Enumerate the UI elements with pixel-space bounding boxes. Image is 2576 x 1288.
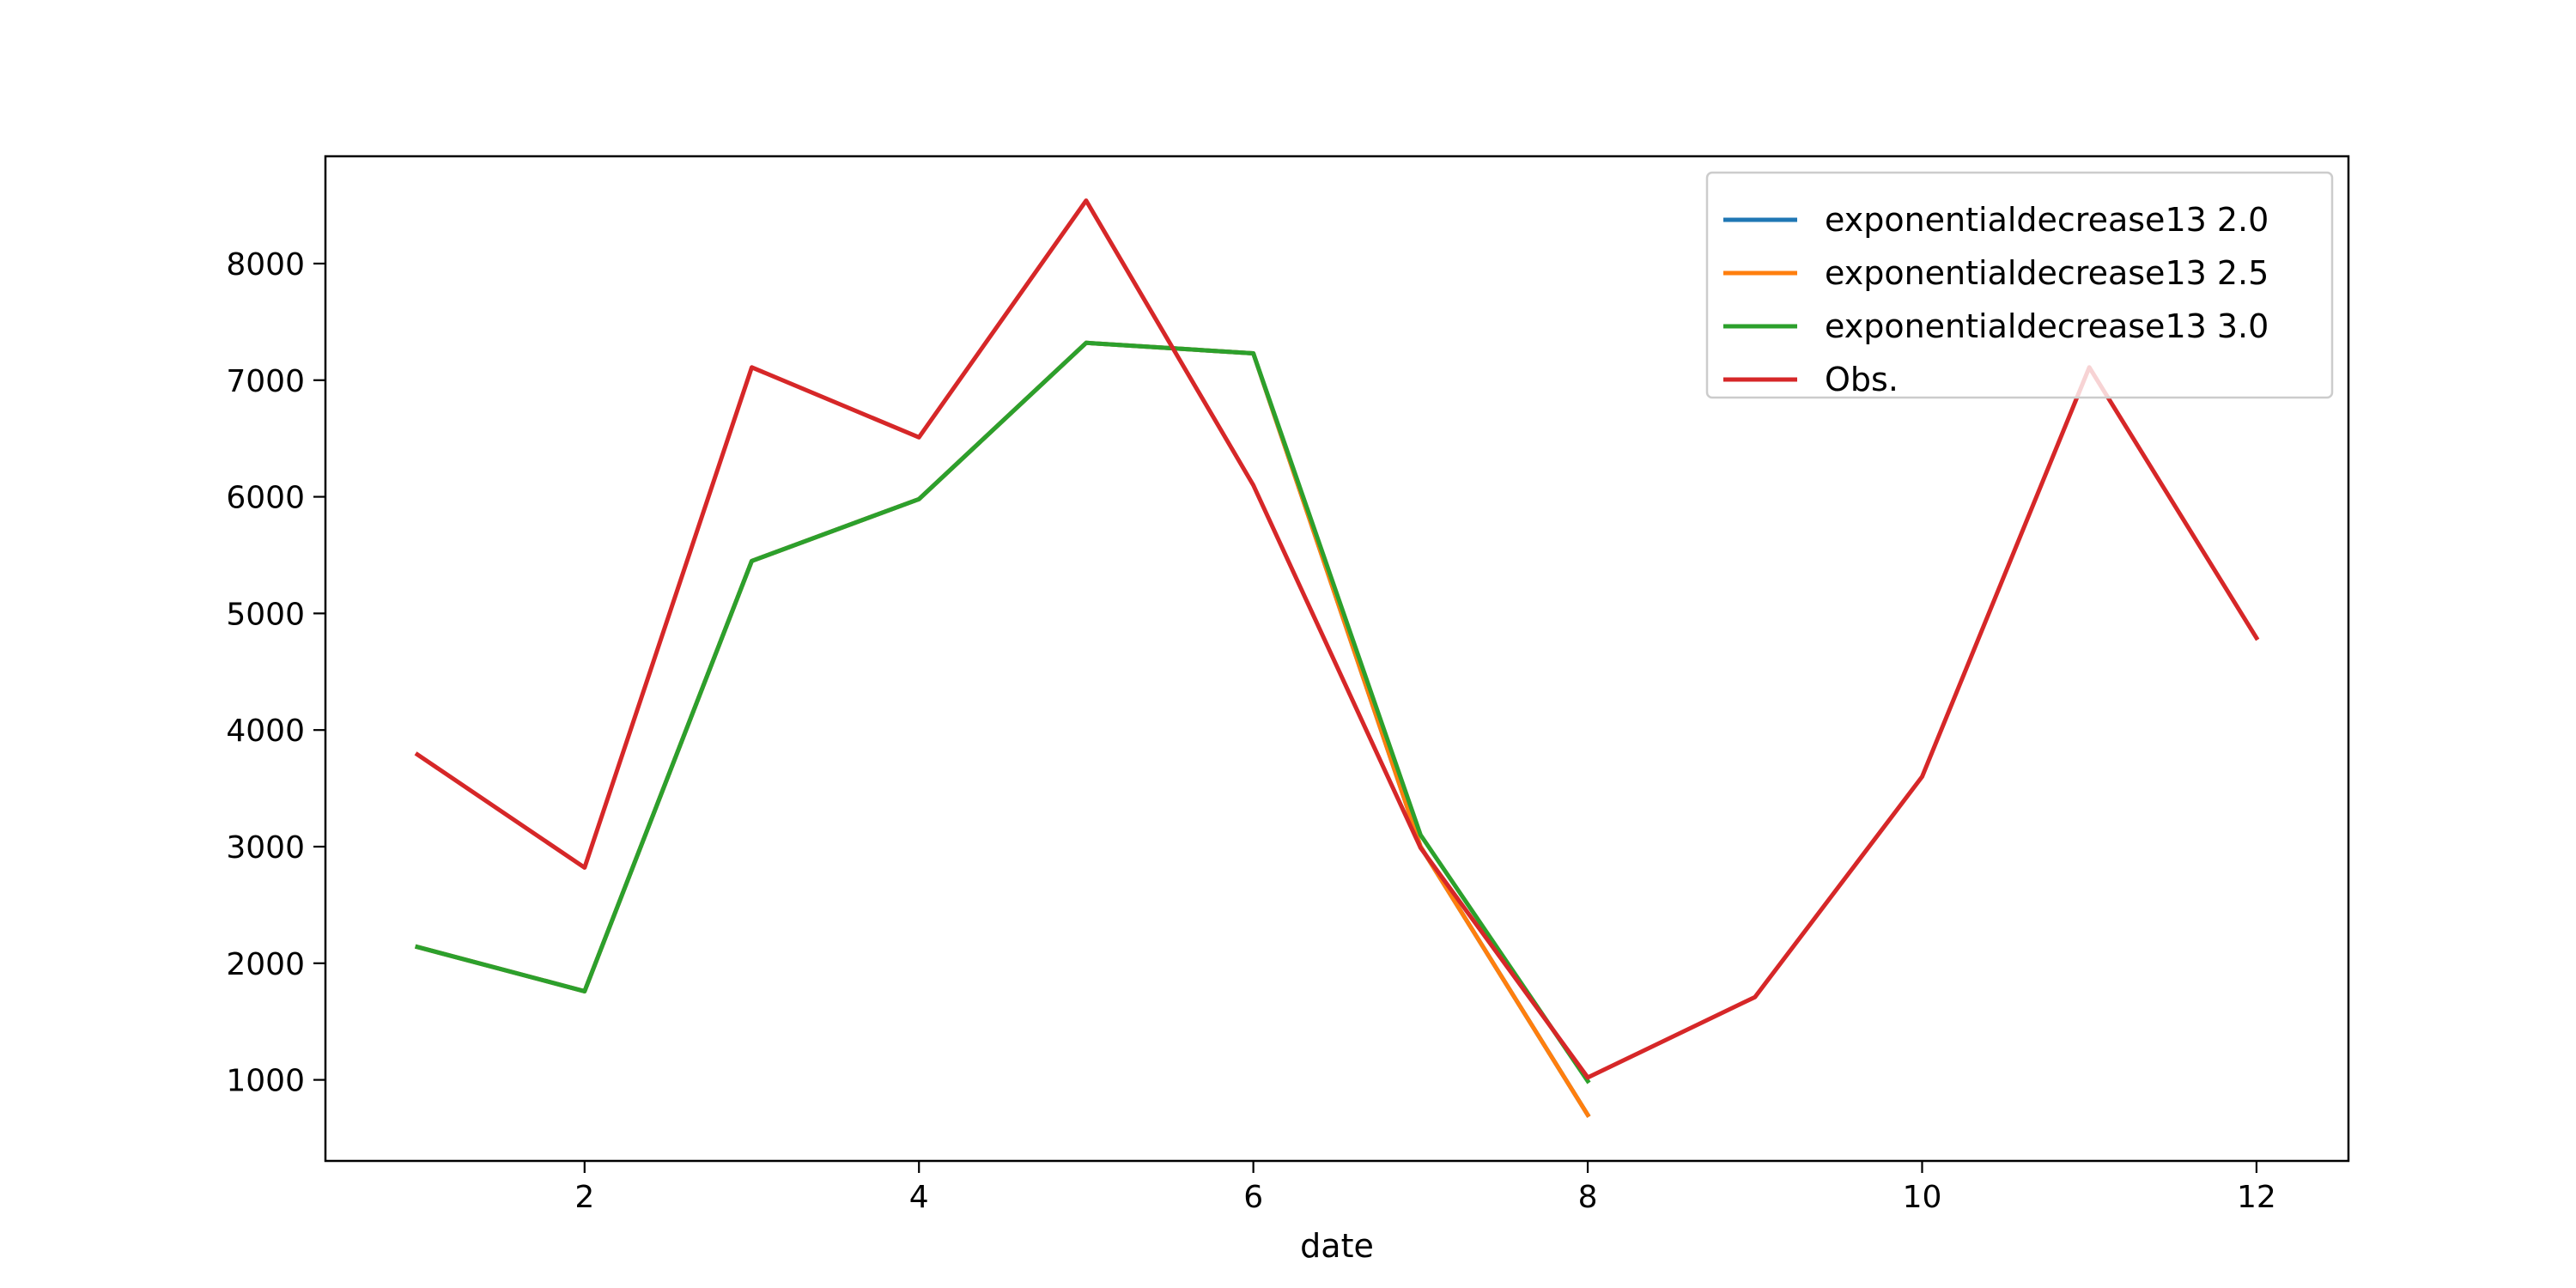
legend-label: Obs. — [1825, 361, 1899, 398]
y-tick-label: 6000 — [226, 481, 305, 516]
x-tick-label: 6 — [1243, 1180, 1263, 1215]
series-line-2 — [415, 340, 1591, 1084]
y-tick-label: 5000 — [226, 597, 305, 632]
y-tick-label: 7000 — [226, 364, 305, 399]
series-layer — [414, 198, 2260, 1118]
y-tick-label: 8000 — [226, 247, 305, 283]
legend-label: exponentialdecrease13 3.0 — [1825, 307, 2269, 345]
legend-box — [1705, 171, 2334, 399]
plot-frame — [324, 155, 2350, 1163]
x-axis-label: date — [1300, 1227, 1374, 1265]
x-tick-label: 2 — [574, 1180, 594, 1215]
x-axis: 2 4 6 8 10 12 — [574, 1161, 2276, 1215]
x-tick-label: 4 — [909, 1180, 929, 1215]
y-axis: 1000 2000 3000 4000 5000 6000 7000 8000 — [226, 247, 325, 1099]
y-tick-label: 1000 — [226, 1064, 305, 1099]
legend-label: exponentialdecrease13 2.0 — [1825, 201, 2269, 239]
y-tick-label: 4000 — [226, 714, 305, 749]
x-tick-label: 12 — [2237, 1180, 2276, 1215]
y-tick-label: 3000 — [226, 830, 305, 866]
x-tick-label: 10 — [1903, 1180, 1942, 1215]
x-tick-label: 8 — [1578, 1180, 1598, 1215]
legend: exponentialdecrease13 2.0 exponentialdecr… — [1705, 171, 2334, 399]
y-tick-label: 2000 — [226, 947, 305, 982]
series-line-3 — [414, 198, 2260, 1080]
legend-label: exponentialdecrease13 2.5 — [1825, 254, 2269, 292]
